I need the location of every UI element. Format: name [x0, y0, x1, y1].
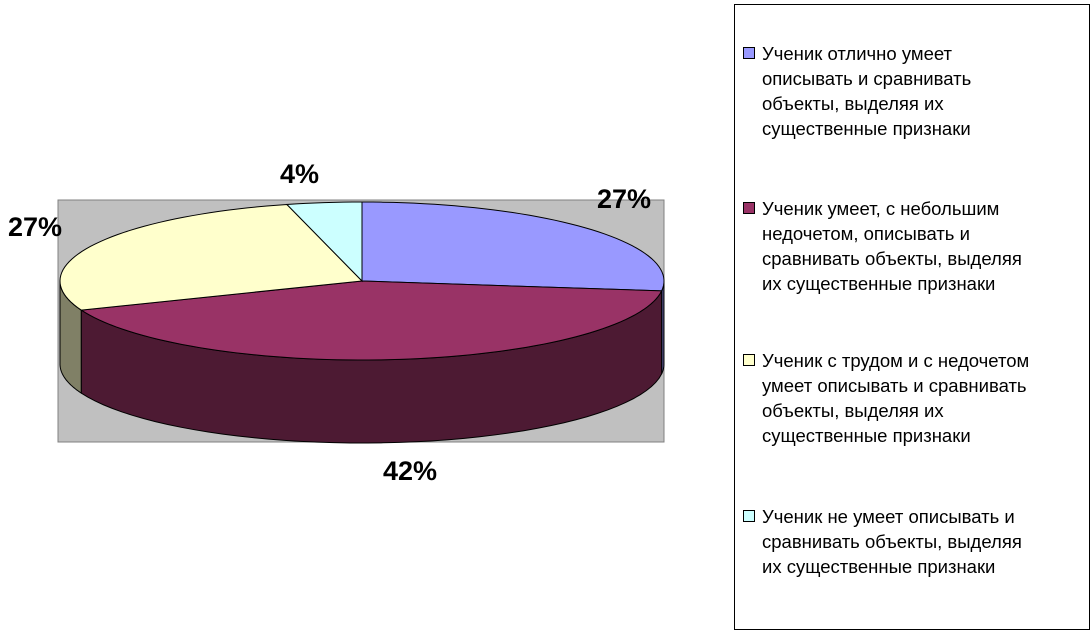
legend-item: Ученик умеет, с небольшим недочетом, опи…	[743, 196, 1089, 296]
data-label-3: 27%	[8, 212, 62, 242]
legend-item: Ученик отлично умеет описывать и сравнив…	[743, 41, 1089, 141]
legend-swatch	[743, 510, 755, 522]
legend-label: Ученик умеет, с небольшим недочетом, опи…	[762, 198, 1022, 294]
pie-chart: 27% 42% 27% 4%	[8, 159, 665, 486]
legend-item: Ученик с трудом и с недочетом умеет опис…	[743, 348, 1089, 448]
pie-slice-4	[285, 201, 363, 283]
legend-label: Ученик отлично умеет описывать и сравнив…	[762, 43, 972, 139]
legend-swatch	[743, 202, 755, 214]
legend: Ученик отлично умеет описывать и сравнив…	[734, 4, 1090, 630]
legend-label: Ученик с трудом и с недочетом умеет опис…	[762, 350, 1030, 446]
data-label-1: 27%	[597, 184, 651, 214]
legend-label: Ученик не умеет описывать и сравнивать о…	[762, 506, 1022, 577]
pie-slice-2	[79, 280, 663, 361]
data-label-2: 42%	[383, 456, 437, 486]
legend-swatch	[743, 354, 755, 366]
data-label-4: 4%	[280, 159, 319, 189]
legend-swatch	[743, 47, 755, 59]
pie-slice-1	[361, 201, 665, 292]
legend-item: Ученик не умеет описывать и сравнивать о…	[743, 504, 1089, 579]
pie-slice-3	[59, 203, 364, 311]
